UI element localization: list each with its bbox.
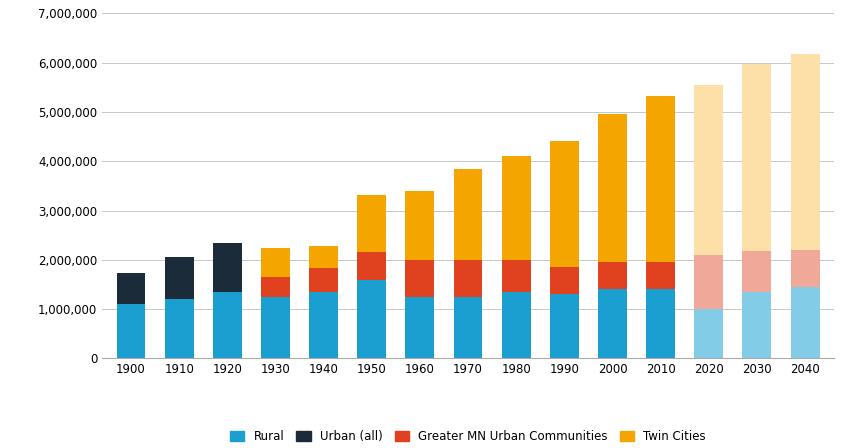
Bar: [357, 252, 386, 280]
Bar: [357, 280, 386, 358]
Bar: [791, 287, 820, 358]
Bar: [550, 141, 579, 267]
Bar: [405, 191, 434, 260]
Bar: [357, 195, 386, 252]
Bar: [742, 292, 771, 358]
Bar: [742, 251, 771, 292]
Bar: [213, 292, 242, 358]
Bar: [598, 289, 627, 358]
Bar: [213, 243, 242, 292]
Bar: [405, 297, 434, 358]
Bar: [502, 260, 531, 292]
Bar: [165, 299, 193, 358]
Bar: [502, 156, 531, 260]
Bar: [598, 114, 627, 262]
Bar: [309, 268, 338, 292]
Bar: [646, 289, 675, 358]
Bar: [261, 277, 290, 297]
Bar: [694, 309, 723, 358]
Bar: [598, 262, 627, 289]
Bar: [791, 250, 820, 287]
Bar: [309, 246, 338, 268]
Bar: [791, 54, 820, 250]
Bar: [550, 294, 579, 358]
Bar: [502, 292, 531, 358]
Bar: [261, 297, 290, 358]
Bar: [117, 273, 146, 304]
Legend: Rural, Urban (all), Greater MN Urban Communities, Twin Cities: Rural, Urban (all), Greater MN Urban Com…: [226, 426, 711, 448]
Bar: [742, 64, 771, 251]
Bar: [261, 247, 290, 277]
Bar: [646, 262, 675, 289]
Bar: [694, 255, 723, 309]
Bar: [454, 169, 483, 260]
Bar: [165, 257, 193, 299]
Bar: [454, 260, 483, 297]
Bar: [694, 85, 723, 255]
Bar: [405, 260, 434, 297]
Bar: [646, 96, 675, 262]
Bar: [309, 292, 338, 358]
Bar: [454, 297, 483, 358]
Bar: [117, 304, 146, 358]
Bar: [550, 267, 579, 294]
